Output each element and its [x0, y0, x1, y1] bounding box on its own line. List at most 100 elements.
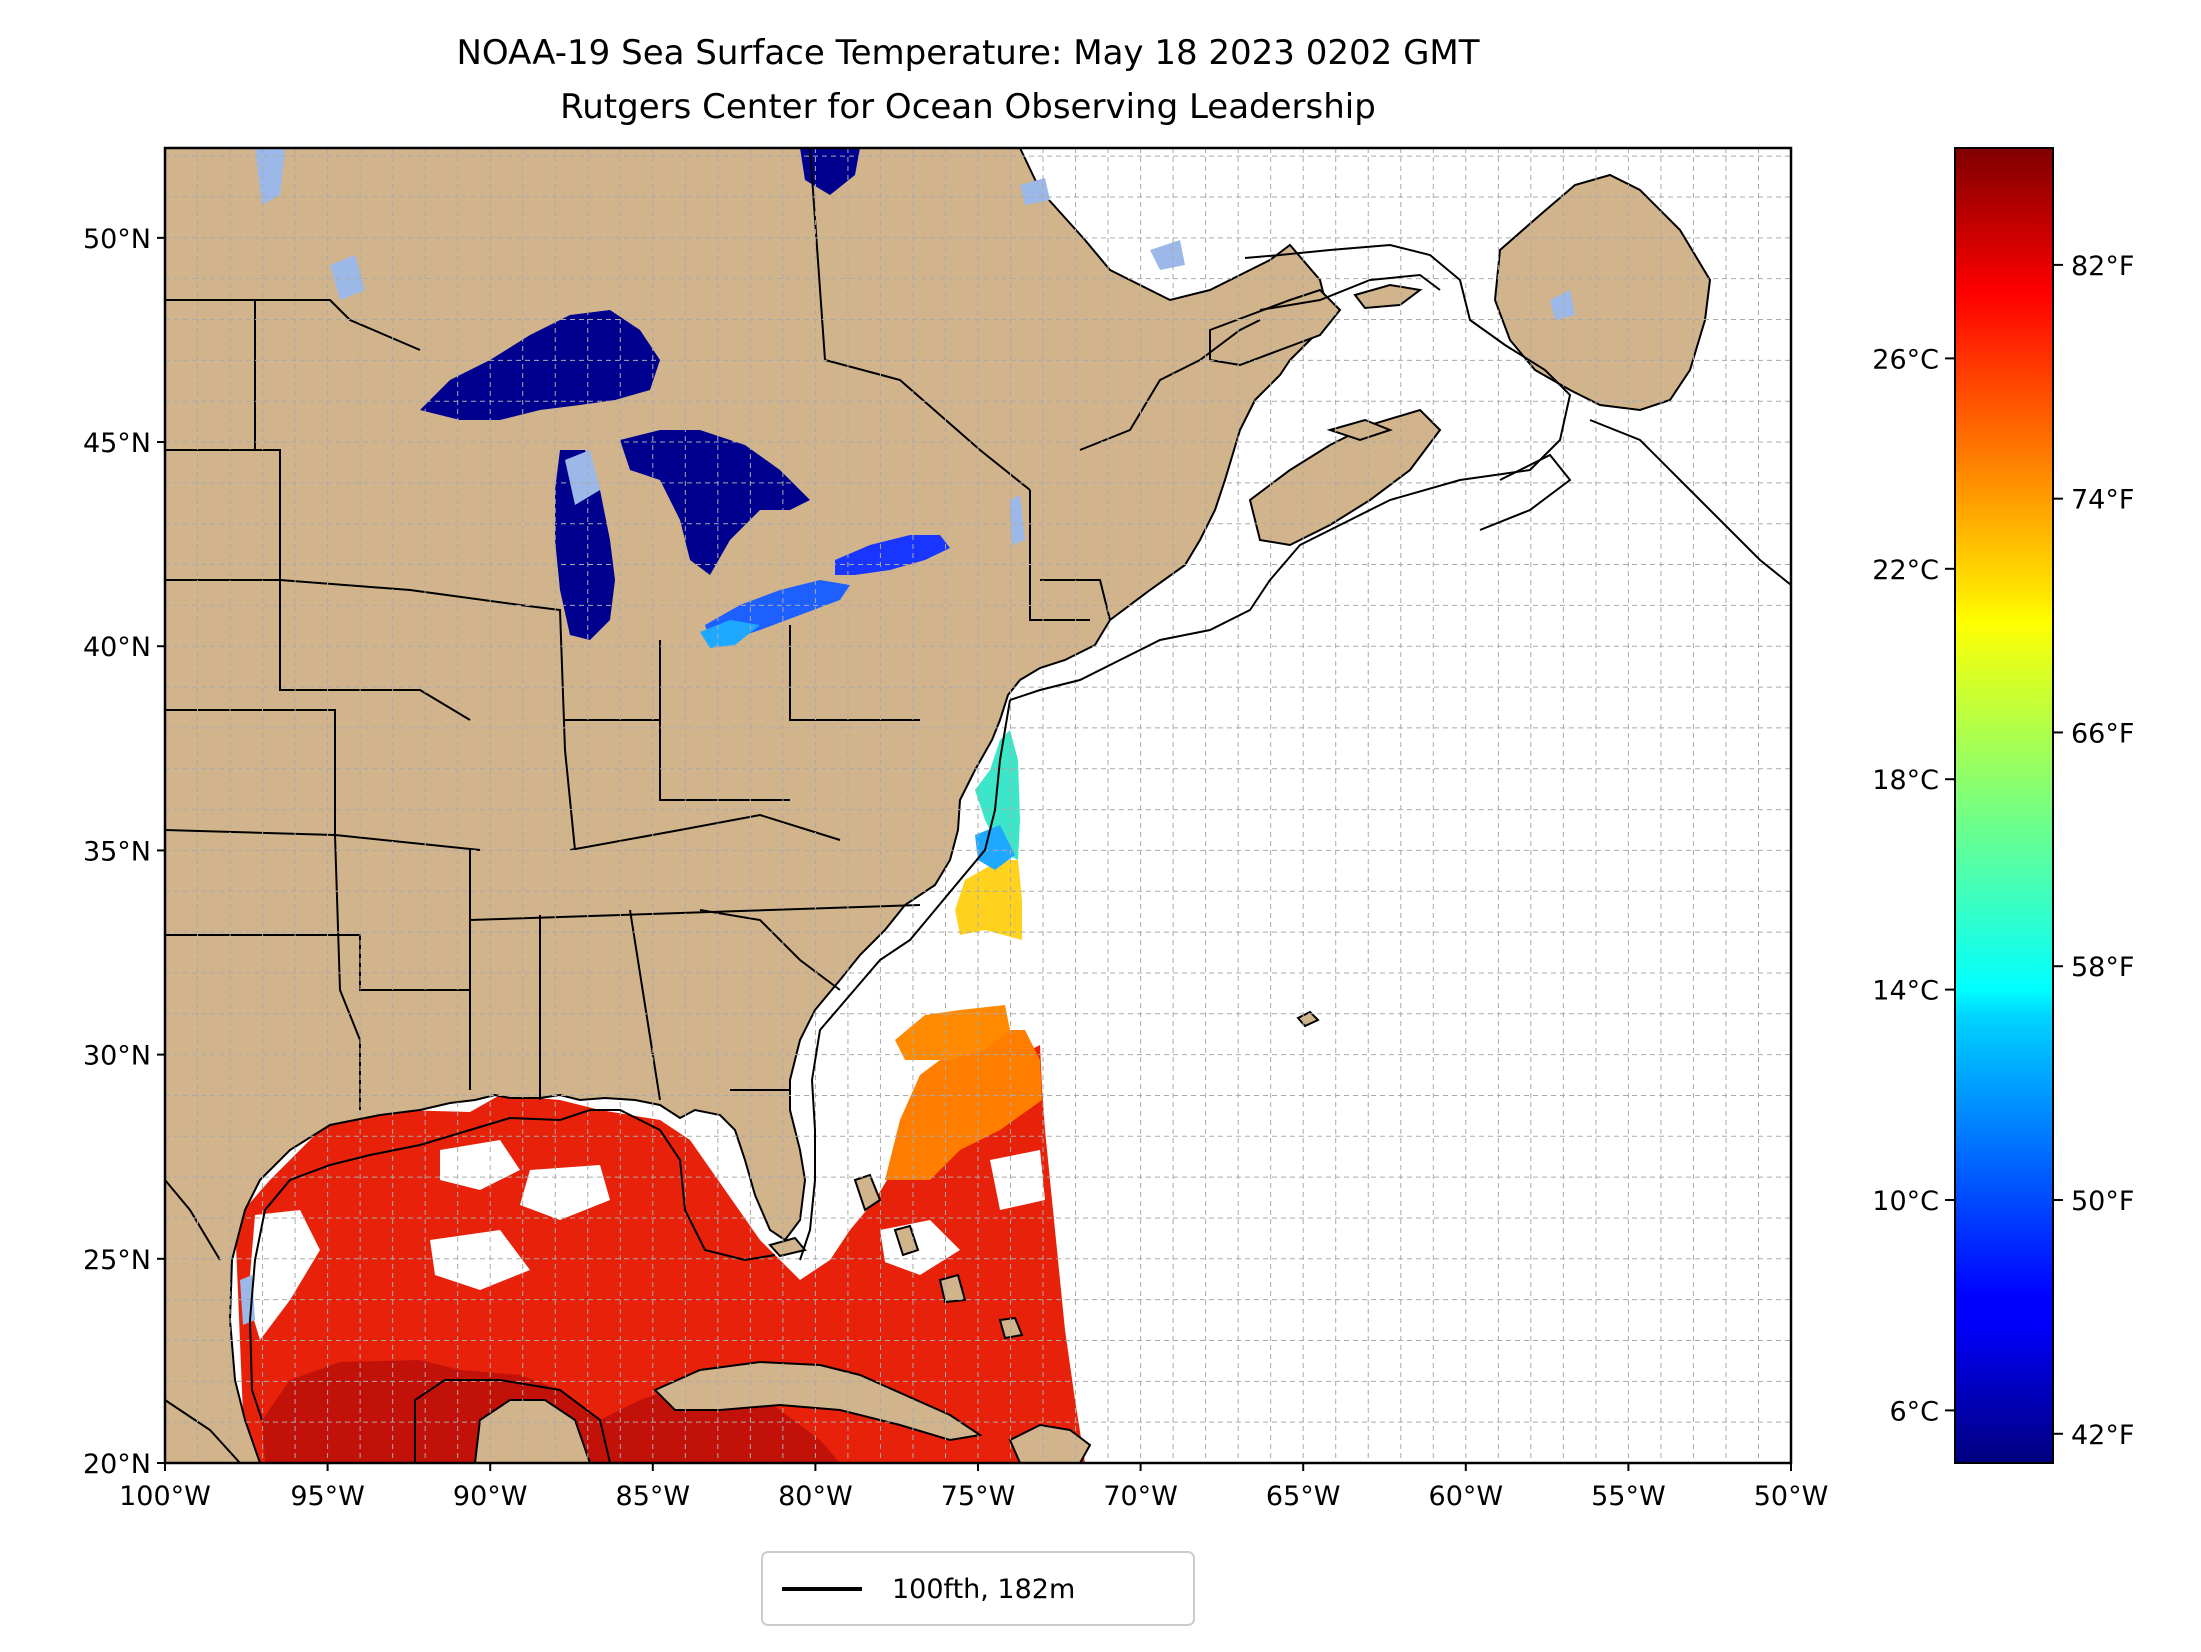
- legend: 100fth, 182m: [761, 1551, 1195, 1626]
- border-state-17: [569, 813, 841, 851]
- longitude-axis: 100°W 95°W 90°W 85°W 80°W 75°W 70°W 65°W 60°W 55°…: [119, 1463, 1828, 1512]
- anticosti-land: [1353, 283, 1423, 310]
- north-america-land: [165, 148, 1332, 1463]
- sst-swath-hatteras: [955, 860, 1022, 940]
- fahrenheit-tick-label: 50°F: [2071, 1186, 2134, 1217]
- border-canada-3: [1199, 319, 1261, 361]
- lake-superior: [420, 310, 660, 420]
- land-layer: [165, 148, 1712, 1463]
- lat-tick-label: 30°N: [83, 1041, 151, 1072]
- lon-tick-label: 55°W: [1591, 1481, 1666, 1512]
- bahamas-islet-3: [938, 1273, 967, 1304]
- isobath-100fth: [248, 243, 1791, 1463]
- celsius-tick-label: 26°C: [1872, 344, 1939, 375]
- lon-tick-label: 50°W: [1754, 1481, 1829, 1512]
- fahrenheit-tick-label: 82°F: [2071, 251, 2134, 282]
- inland-lake-6: [1020, 178, 1050, 205]
- isobath-southeast: [799, 699, 1011, 1261]
- fahrenheit-tick-label: 42°F: [2071, 1420, 2134, 1451]
- isobath-gulf: [248, 1109, 776, 1421]
- inland-lake-1: [255, 148, 285, 205]
- map-gridlines: [165, 148, 1791, 1463]
- legend-box: [761, 1551, 1195, 1626]
- cloud-gap-5: [990, 1150, 1045, 1210]
- inland-lake-4: [1010, 495, 1025, 545]
- map-panel[interactable]: [165, 148, 1791, 1463]
- border-state-13: [519, 604, 576, 851]
- border-state-4: [279, 560, 471, 721]
- lake-erie-west: [700, 620, 760, 648]
- isobath-scotian-shelf: [1479, 453, 1572, 531]
- lat-tick-label: 40°N: [83, 632, 151, 663]
- lat-tick-label: 45°N: [83, 428, 151, 459]
- isobath-yucatan: [414, 1379, 611, 1463]
- pei-land: [1326, 418, 1393, 442]
- lon-tick-label: 70°W: [1103, 1481, 1178, 1512]
- nova-scotia-land: [1248, 408, 1442, 547]
- border-central-america: [165, 1399, 241, 1463]
- lon-tick-label: 65°W: [1266, 1481, 1341, 1512]
- border-state-12: [469, 904, 921, 921]
- isobath-gulf-stlawrence: [1259, 273, 1441, 311]
- political-borders: [165, 148, 1261, 1463]
- latitude-axis: 50°N 45°N 40°N 35°N 30°N 25°N 20°N: [83, 224, 165, 1480]
- map-subtitle: Rutgers Center for Ocean Observing Leade…: [560, 87, 1376, 127]
- sst-swath-atlantic: [885, 1030, 1042, 1180]
- cloud-gap-6: [248, 1210, 320, 1340]
- border-state-21: [1040, 579, 1111, 621]
- lat-tick-label: 35°N: [83, 836, 151, 867]
- inland-lake-2: [330, 255, 365, 300]
- border-state-15: [659, 640, 790, 801]
- bahamas-islet-2: [893, 1224, 920, 1257]
- yucatan-land: [473, 1399, 592, 1463]
- lon-tick-label: 90°W: [453, 1481, 528, 1512]
- inland-lake-7: [1550, 290, 1575, 320]
- inland-lake-5: [1150, 240, 1185, 270]
- celsius-tick-label: 18°C: [1872, 765, 1939, 796]
- lake-michigan: [555, 450, 615, 640]
- border-state-16: [789, 625, 920, 721]
- colorbar-celsius-axis: 6°C 10°C 14°C 18°C 22°C 26°C: [1872, 344, 1955, 1427]
- border-canada-1: [809, 148, 1031, 491]
- lon-tick-label: 95°W: [290, 1481, 365, 1512]
- border-state-5: [165, 709, 481, 851]
- lon-tick-label: 100°W: [119, 1481, 211, 1512]
- map-title: NOAA-19 Sea Surface Temperature: May 18 …: [456, 33, 1479, 73]
- border-state-3: [165, 579, 521, 606]
- border-mexico: [165, 1179, 221, 1261]
- isobath-grand-banks: [1589, 419, 1791, 586]
- lake-ontario: [835, 535, 950, 575]
- border-state-11: [629, 909, 661, 1101]
- border-state-6: [165, 829, 336, 836]
- border-49n: [165, 299, 421, 351]
- inland-lake-3: [565, 450, 600, 505]
- border-state-20: [1029, 490, 1090, 621]
- celsius-tick-label: 10°C: [1872, 1186, 1939, 1217]
- lon-tick-label: 75°W: [941, 1481, 1016, 1512]
- lon-tick-label: 80°W: [778, 1481, 853, 1512]
- hispaniola-land: [1008, 1423, 1092, 1463]
- sst-swath-chesapeake-blue: [975, 825, 1015, 870]
- cloud-gap-3: [430, 1230, 530, 1290]
- lat-tick-label: 50°N: [83, 224, 151, 255]
- celsius-tick-label: 6°C: [1889, 1396, 1939, 1427]
- fahrenheit-tick-label: 66°F: [2071, 718, 2134, 749]
- great-lakes: [420, 148, 950, 648]
- border-state-1: [165, 449, 281, 560]
- isobath-atlantic: [1009, 243, 1572, 701]
- florida-keys: [768, 1236, 807, 1258]
- fahrenheit-tick-label: 58°F: [2071, 952, 2134, 983]
- lake-huron: [620, 430, 810, 575]
- lon-tick-label: 60°W: [1429, 1481, 1504, 1512]
- celsius-tick-label: 22°C: [1872, 555, 1939, 586]
- colorbar-gradient: [1954, 147, 2054, 1464]
- lon-tick-label: 85°W: [616, 1481, 691, 1512]
- sst-swath-atlantic-north: [895, 1005, 1010, 1060]
- celsius-tick-label: 14°C: [1872, 976, 1939, 1007]
- colorbar-fahrenheit-axis: 42°F 50°F 58°F 66°F 74°F 82°F: [2053, 251, 2134, 1451]
- border-canada-2: [1079, 359, 1201, 451]
- fahrenheit-tick-label: 74°F: [2071, 485, 2134, 516]
- colorbar: 6°C 10°C 14°C 18°C 22°C 26°C 42°F 50°F 58°F 66°F…: [1872, 147, 2134, 1464]
- lat-tick-label: 20°N: [83, 1449, 151, 1480]
